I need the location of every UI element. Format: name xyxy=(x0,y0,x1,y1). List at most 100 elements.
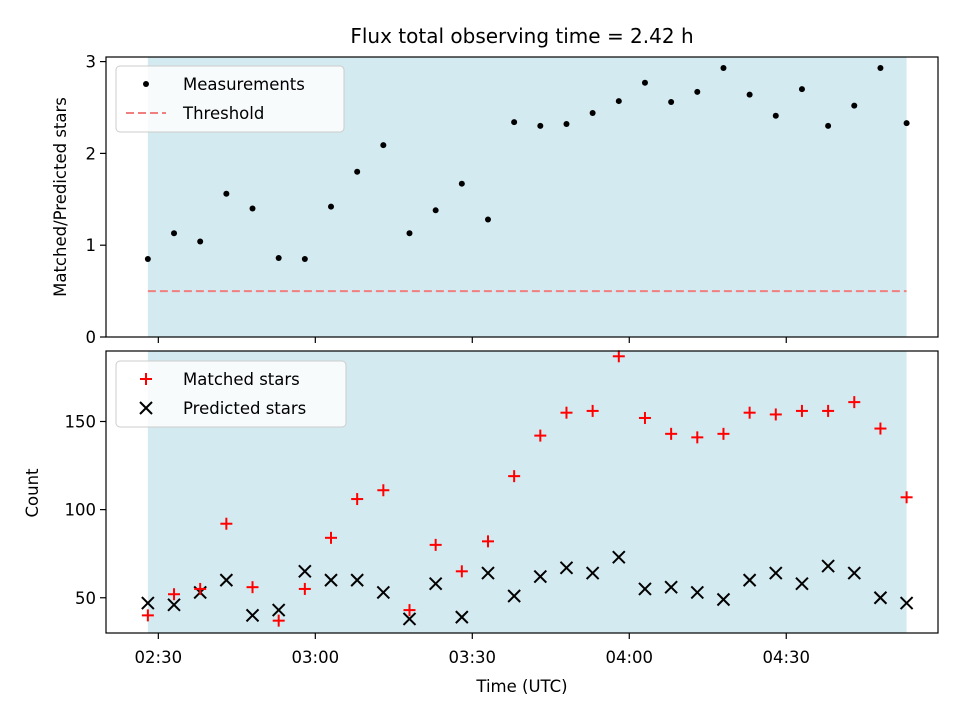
measurement-point xyxy=(484,216,491,223)
predicted-star-point xyxy=(847,566,861,580)
predicted-star-point xyxy=(376,585,391,600)
measurement-point xyxy=(746,91,753,98)
top-y-axis-label: Matched/Predicted stars xyxy=(51,97,70,297)
matched-star-point xyxy=(534,429,547,442)
x-tick-label: 03:30 xyxy=(449,648,497,667)
x-tick-label: 02:30 xyxy=(135,648,183,667)
bottom-y-tick-label: 50 xyxy=(75,589,96,608)
matched-star-point xyxy=(194,582,207,595)
measurement-point xyxy=(851,102,858,109)
predicted-star-point xyxy=(141,596,155,610)
matched-star-point xyxy=(429,538,442,551)
x-tick-label: 04:00 xyxy=(605,648,653,667)
bottom-y-tick-label: 100 xyxy=(65,501,97,520)
predicted-star-point xyxy=(821,559,835,573)
measurement-point xyxy=(511,119,518,126)
matched-star-point xyxy=(298,582,311,595)
matched-star-point xyxy=(795,404,808,417)
top-y-tick-label: 0 xyxy=(86,328,97,347)
top-y-tick-label: 3 xyxy=(86,53,97,72)
matched-star-point xyxy=(220,517,233,530)
measurement-point xyxy=(223,190,230,197)
legend-matched-marker xyxy=(140,373,152,385)
measurement-point xyxy=(249,205,256,212)
bottom-legend: Matched stars Predicted stars xyxy=(115,360,347,428)
x-tick-label: 03:00 xyxy=(292,648,340,667)
matched-star-point xyxy=(612,350,625,363)
predicted-star-point xyxy=(533,569,548,584)
measurement-point xyxy=(720,65,727,72)
bottom-y-axis: 50 100 150 xyxy=(65,413,106,608)
bottom-y-axis-label: Count xyxy=(23,468,42,518)
matched-star-point xyxy=(743,406,756,419)
matched-star-point xyxy=(481,535,494,548)
predicted-star-point xyxy=(167,598,181,612)
predicted-star-point xyxy=(690,585,705,600)
matched-star-point xyxy=(638,411,651,424)
x-axis-label: Time (UTC) xyxy=(475,677,567,696)
legend-matched-label: Matched stars xyxy=(183,370,300,389)
measurement-point xyxy=(171,230,178,237)
measurement-point xyxy=(197,238,204,245)
predicted-star-point xyxy=(664,580,678,594)
measurement-point xyxy=(380,142,387,149)
matched-star-point xyxy=(272,614,285,627)
measurement-point xyxy=(537,122,544,129)
matched-star-point xyxy=(351,493,364,506)
measurement-point xyxy=(694,88,701,95)
measurement-point xyxy=(589,110,596,116)
predicted-star-point xyxy=(219,573,234,587)
measurement-point xyxy=(432,207,439,214)
legend-predicted-marker xyxy=(139,401,153,415)
measurement-point xyxy=(406,230,413,237)
matched-star-point xyxy=(325,531,338,544)
matched-star-point xyxy=(665,427,678,440)
matched-star-point xyxy=(377,484,390,497)
matched-star-point xyxy=(560,406,573,419)
predicted-star-point xyxy=(742,573,757,587)
matched-star-point xyxy=(874,422,887,435)
measurement-point xyxy=(301,255,308,262)
top-y-tick-label: 2 xyxy=(86,144,97,163)
matched-star-point xyxy=(246,581,259,594)
predicted-star-point xyxy=(638,582,652,596)
legend-measurements-label: Measurements xyxy=(183,75,305,94)
predicted-star-point xyxy=(324,573,338,587)
matched-star-point xyxy=(769,408,782,421)
predicted-star-point xyxy=(873,591,888,605)
matched-star-point xyxy=(141,609,154,622)
predicted-star-point xyxy=(899,596,914,610)
matched-star-point xyxy=(508,470,521,483)
predicted-star-point xyxy=(559,561,574,575)
measurement-point xyxy=(877,65,884,72)
matched-star-point xyxy=(455,565,468,578)
matched-star-point xyxy=(822,404,835,417)
measurement-point xyxy=(615,98,622,105)
measurement-point xyxy=(825,122,832,129)
predicted-star-point xyxy=(428,576,443,591)
predicted-star-point xyxy=(612,550,626,564)
predicted-star-point xyxy=(769,566,783,580)
predicted-star-point xyxy=(716,592,731,607)
measurement-point xyxy=(798,86,805,93)
x-tick-label: 04:30 xyxy=(762,648,810,667)
predicted-star-point xyxy=(795,576,809,591)
top-marks xyxy=(144,65,910,293)
predicted-star-point xyxy=(585,566,600,580)
measurement-point xyxy=(641,79,648,86)
top-x-ticks xyxy=(157,337,787,343)
legend-predicted-label: Predicted stars xyxy=(183,399,306,418)
top-legend: Measurements Threshold xyxy=(115,65,345,133)
bottom-x-axis: 02:30 03:00 03:30 04:00 04:30 xyxy=(135,633,810,667)
measurement-point xyxy=(328,203,335,210)
measurement-point xyxy=(772,112,779,119)
top-panel: 0 1 2 3 Matched/Predicted stars Measurement… xyxy=(51,53,939,347)
bottom-y-tick-label: 150 xyxy=(65,413,97,432)
legend-measurements-marker xyxy=(143,81,149,87)
top-plot-frame xyxy=(105,56,939,338)
matched-star-point xyxy=(717,427,730,440)
measurement-point xyxy=(144,255,151,262)
predicted-star-point xyxy=(481,566,495,580)
measurement-point xyxy=(563,121,570,128)
bottom-plot-frame xyxy=(105,350,939,634)
